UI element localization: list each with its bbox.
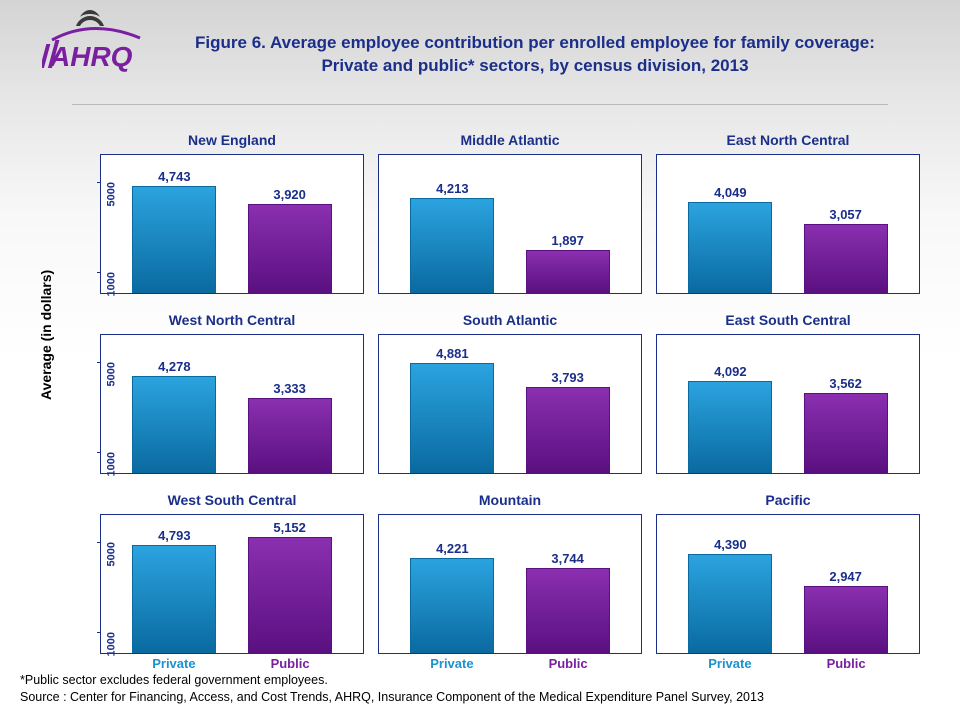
x-category-label: Private [708,656,751,671]
bar-value-label: 2,947 [805,569,887,584]
footnote: *Public sector excludes federal governme… [20,672,764,706]
panel-title: South Atlantic [378,312,642,332]
bar-private: 4,092 [688,381,772,473]
bar-public: 3,562 [804,393,888,473]
bar-value-label: 3,920 [249,187,331,202]
bar-private: 4,278 [132,376,216,473]
y-tick-mark [97,542,101,543]
bar-value-label: 4,743 [133,169,215,184]
bar-public: 3,744 [526,568,610,653]
ahrq-logo: AHRQ [42,8,152,83]
svg-text:AHRQ: AHRQ [49,41,133,72]
panel-title: Pacific [656,492,920,512]
panel-plot: 1000 5000 4,743 3,920 [100,154,364,294]
y-tick-label: 1000 [105,452,117,476]
x-category-label: Private [430,656,473,671]
y-tick-label: 5000 [105,182,117,206]
panel-title: East South Central [656,312,920,332]
x-category-label: Public [827,656,866,671]
panel-plot: 4,213 1,897 [378,154,642,294]
bar-private: 4,881 [410,363,494,473]
bar-public: 3,057 [804,224,888,293]
chart-panel: Mountain 4,221 3,744 [378,492,642,664]
panel-plot: 4,390 2,947 [656,514,920,654]
bar-value-label: 3,562 [805,376,887,391]
panel-plot: 4,881 3,793 [378,334,642,474]
bar-value-label: 3,333 [249,381,331,396]
x-category-label: Public [549,656,588,671]
y-tick-mark [97,182,101,183]
bar-value-label: 4,278 [133,359,215,374]
bar-public: 2,947 [804,586,888,653]
footnote-line: *Public sector excludes federal governme… [20,672,764,689]
chart-panel: New England 1000 5000 4,743 3,920 [100,132,364,304]
y-tick-label: 5000 [105,542,117,566]
bar-value-label: 4,221 [411,541,493,556]
y-tick-mark [97,362,101,363]
bar-value-label: 4,092 [689,364,771,379]
chart-panel: West South Central 1000 5000 4,793 5,152 [100,492,364,664]
bar-private: 4,213 [410,198,494,293]
chart-panel: Middle Atlantic 4,213 1,897 [378,132,642,304]
y-tick-label: 5000 [105,362,117,386]
bar-public: 1,897 [526,250,610,293]
panel-plot: 1000 5000 4,278 3,333 [100,334,364,474]
bar-public: 3,793 [526,387,610,473]
panel-plot: 4,221 3,744 [378,514,642,654]
y-tick-label: 1000 [105,632,117,656]
panel-title: New England [100,132,364,152]
divider [72,104,888,105]
chart-panel: West North Central 1000 5000 4,278 3,333 [100,312,364,484]
bar-value-label: 4,390 [689,537,771,552]
x-category-label: Private [152,656,195,671]
panel-plot: 4,092 3,562 [656,334,920,474]
panel-plot: 1000 5000 4,793 5,152 [100,514,364,654]
bar-value-label: 4,881 [411,346,493,361]
bar-private: 4,049 [688,202,772,293]
panel-title: East North Central [656,132,920,152]
y-tick-mark [97,452,101,453]
y-tick-mark [97,632,101,633]
bar-value-label: 4,049 [689,185,771,200]
panel-title: Mountain [378,492,642,512]
chart-grid: New England 1000 5000 4,743 3,920 Middle Atla… [100,132,920,664]
y-tick-label: 1000 [105,272,117,296]
y-axis-label: Average (in dollars) [38,270,54,400]
panel-title: West South Central [100,492,364,512]
x-category-label: Public [271,656,310,671]
bar-private: 4,390 [688,554,772,653]
chart-panel: East South Central 4,092 3,562 [656,312,920,484]
y-tick-mark [97,272,101,273]
bar-public: 5,152 [248,537,332,653]
panel-plot: 4,049 3,057 [656,154,920,294]
chart-panel: South Atlantic 4,881 3,793 [378,312,642,484]
chart-panel: East North Central 4,049 3,057 [656,132,920,304]
bar-private: 4,743 [132,186,216,293]
bar-value-label: 3,057 [805,207,887,222]
panel-title: West North Central [100,312,364,332]
bar-value-label: 5,152 [249,520,331,535]
bar-private: 4,793 [132,545,216,653]
footnote-line: Source : Center for Financing, Access, a… [20,689,764,706]
bar-public: 3,333 [248,398,332,473]
bar-value-label: 3,744 [527,551,609,566]
figure-title: Figure 6. Average employee contribution … [170,32,900,78]
bar-private: 4,221 [410,558,494,653]
bar-public: 3,920 [248,204,332,293]
bar-value-label: 4,213 [411,181,493,196]
panel-title: Middle Atlantic [378,132,642,152]
bar-value-label: 1,897 [527,233,609,248]
bar-value-label: 3,793 [527,370,609,385]
chart-panel: Pacific 4,390 2,947 [656,492,920,664]
bar-value-label: 4,793 [133,528,215,543]
